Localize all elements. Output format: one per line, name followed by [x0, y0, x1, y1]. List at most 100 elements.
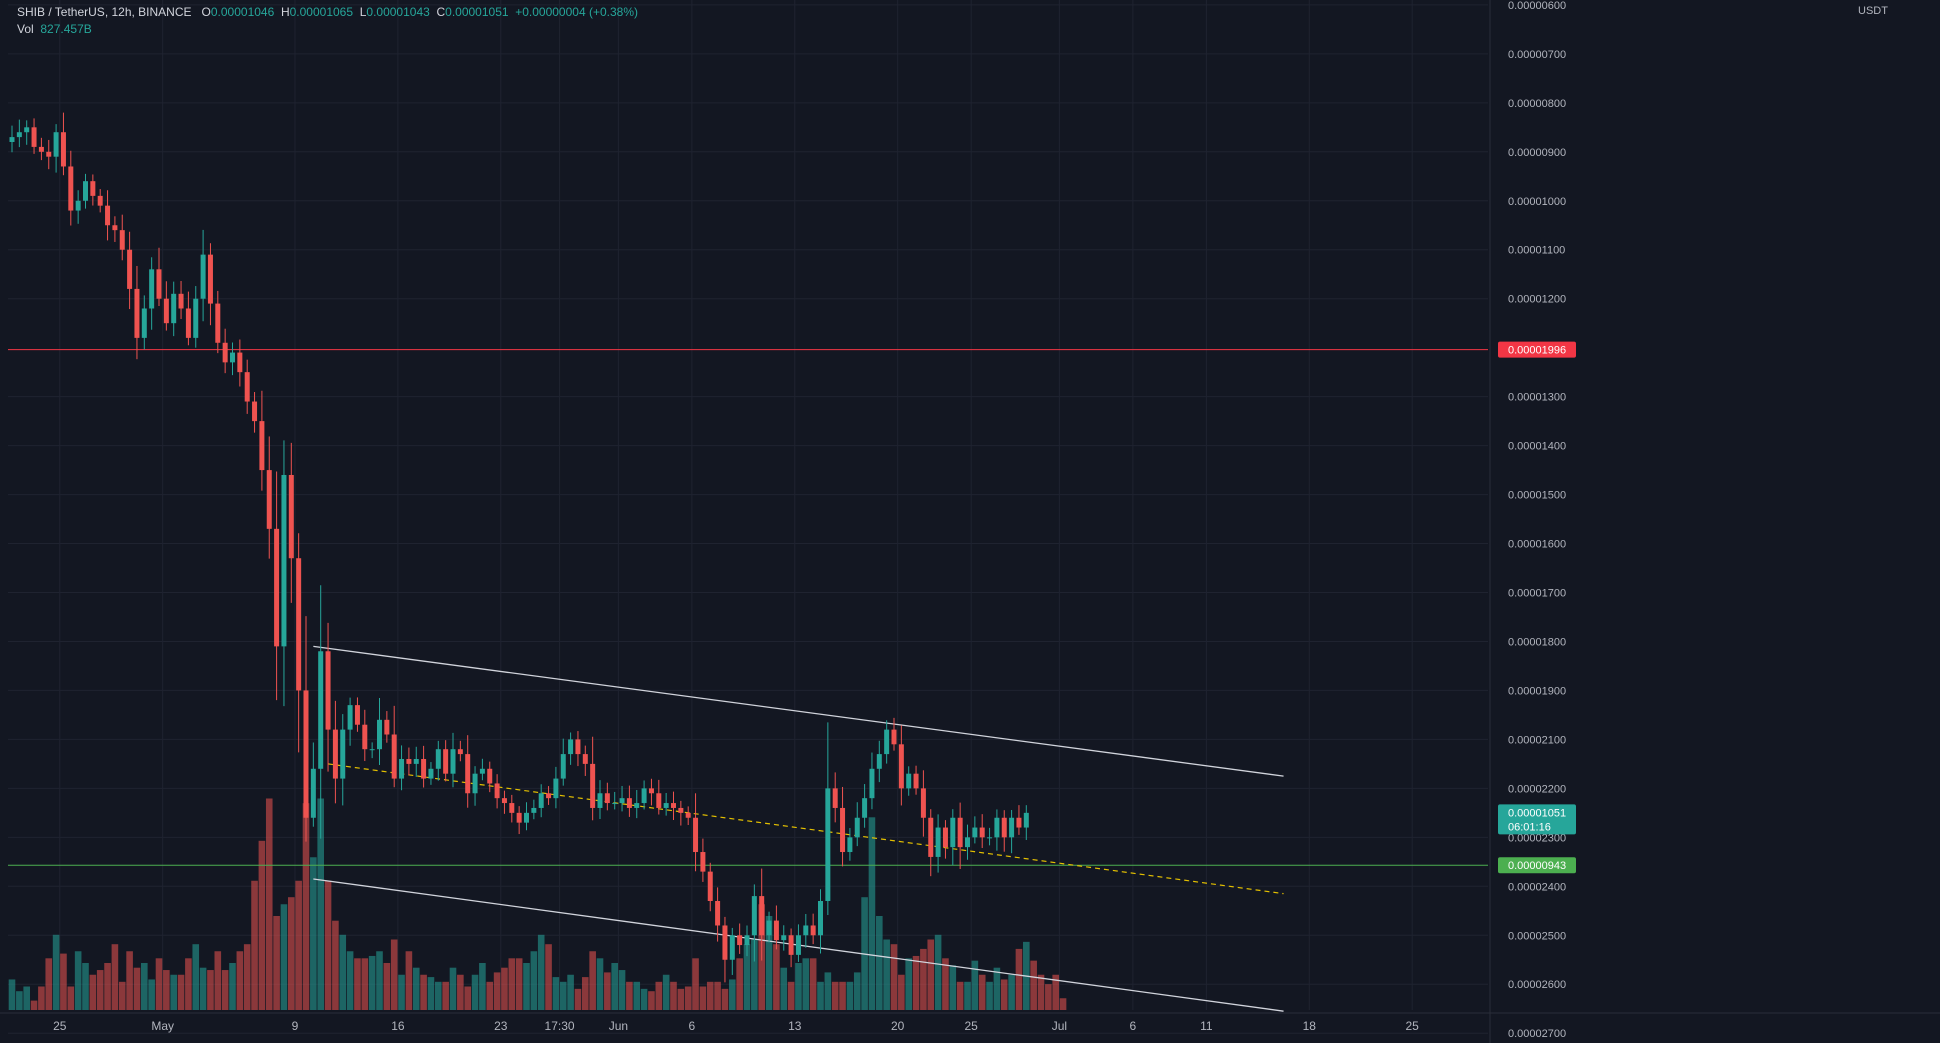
candle-body	[443, 749, 449, 774]
volume-bar	[604, 972, 611, 1010]
candle	[413, 746, 419, 777]
candle-body	[252, 401, 258, 422]
candle	[303, 616, 309, 842]
volume-bar	[442, 981, 449, 1010]
candle	[112, 216, 118, 242]
candle-body	[582, 754, 588, 764]
candle	[185, 291, 191, 346]
candle	[1009, 809, 1015, 854]
candle	[663, 792, 669, 816]
candle	[200, 229, 206, 322]
candle	[619, 785, 625, 812]
candle-body	[546, 793, 552, 799]
candle	[24, 120, 30, 145]
candle-body	[97, 195, 103, 206]
candle-body	[479, 768, 485, 774]
volume-bar	[376, 951, 383, 1010]
price-axis[interactable]: USDT 0.00002700 0.00002600 0.00002500 0.000…	[1489, 0, 1888, 1043]
time-axis[interactable]: 25 May 9 16 23 17:30 Jun 6 13 20 25 Jul 6 11 18 25	[0, 1012, 1940, 1033]
candle	[516, 806, 522, 835]
candle-body	[604, 793, 610, 804]
candle-body	[722, 925, 728, 960]
symbol-title[interactable]: SHIB / TetherUS, 12h, BINANCE	[17, 5, 192, 19]
candle-body	[759, 896, 765, 936]
volume-bar	[780, 967, 788, 1010]
candle	[105, 190, 111, 241]
candle-body	[377, 719, 382, 750]
volume-bar	[405, 951, 413, 1010]
candle-body	[1016, 817, 1022, 828]
ohlc-row: SHIB / TetherUS, 12h, BINANCE O0.0000104…	[17, 4, 638, 21]
candle-body	[869, 768, 875, 799]
candle-body	[795, 935, 801, 955]
candle	[597, 780, 603, 819]
candle	[972, 816, 978, 844]
volume-bars	[8, 798, 1067, 1010]
candle	[942, 820, 948, 859]
volume-bar	[1045, 984, 1052, 1010]
candle	[524, 802, 529, 831]
candle-body	[854, 817, 860, 838]
volume-bar	[486, 981, 494, 1010]
candlesticks[interactable]	[9, 112, 1029, 983]
candle	[1023, 805, 1029, 840]
axis-currency: USDT	[1858, 5, 1888, 17]
volume-bar	[582, 977, 589, 1010]
candle-body	[38, 146, 44, 152]
candle-body	[538, 793, 544, 808]
volume-bar	[809, 958, 817, 1010]
candle	[60, 112, 66, 176]
candle	[369, 742, 375, 759]
volume-bar	[361, 958, 369, 1010]
candle-body	[119, 230, 125, 250]
volume-bar	[743, 944, 751, 1010]
price-tick-label: 0.00001600	[1508, 539, 1566, 551]
candle	[604, 782, 610, 811]
candle	[744, 925, 750, 957]
candle	[318, 585, 324, 839]
horizontal-levels[interactable]	[8, 349, 1488, 866]
candle-body	[685, 812, 691, 818]
candle-body	[68, 166, 74, 211]
volume-bar	[243, 944, 251, 1010]
candle-body	[575, 739, 581, 755]
candle	[634, 789, 640, 819]
candle-body	[781, 935, 787, 941]
candle	[479, 758, 485, 781]
volume-bar	[368, 955, 376, 1010]
volume-bar	[148, 979, 155, 1010]
candle	[171, 281, 177, 337]
volume-bar	[949, 965, 957, 1010]
candle-body	[700, 852, 706, 872]
candle-body	[590, 763, 596, 808]
candle	[803, 914, 809, 948]
volume-bar	[1000, 979, 1008, 1010]
candle	[987, 827, 993, 846]
candle	[671, 791, 676, 821]
symbol-legend: SHIB / TetherUS, 12h, BINANCE O0.0000104…	[17, 4, 638, 38]
candle	[193, 286, 199, 348]
volume-bar	[626, 981, 633, 1010]
volume-bar	[912, 955, 920, 1010]
candle	[443, 740, 449, 782]
volume-label[interactable]: Vol	[17, 22, 34, 36]
volume-bar	[567, 974, 574, 1010]
price-tick-label: 0.00000800	[1508, 98, 1566, 110]
high-value: 0.00001065	[289, 5, 354, 19]
candle-body	[53, 132, 59, 157]
resistance-badge-bg	[1498, 341, 1576, 358]
volume-bar	[457, 974, 464, 1010]
volume-bar	[207, 970, 214, 1010]
candle	[310, 742, 316, 827]
volume-bar	[16, 991, 23, 1010]
candle	[244, 359, 250, 414]
candle-body	[207, 254, 213, 304]
volume-bar	[310, 857, 317, 1010]
candle	[965, 824, 970, 860]
volume-bar	[898, 974, 905, 1010]
price-tick-label: 0.00000900	[1508, 147, 1566, 159]
candle-body	[693, 817, 699, 853]
volume-bar	[273, 916, 280, 1010]
candle	[296, 533, 302, 753]
